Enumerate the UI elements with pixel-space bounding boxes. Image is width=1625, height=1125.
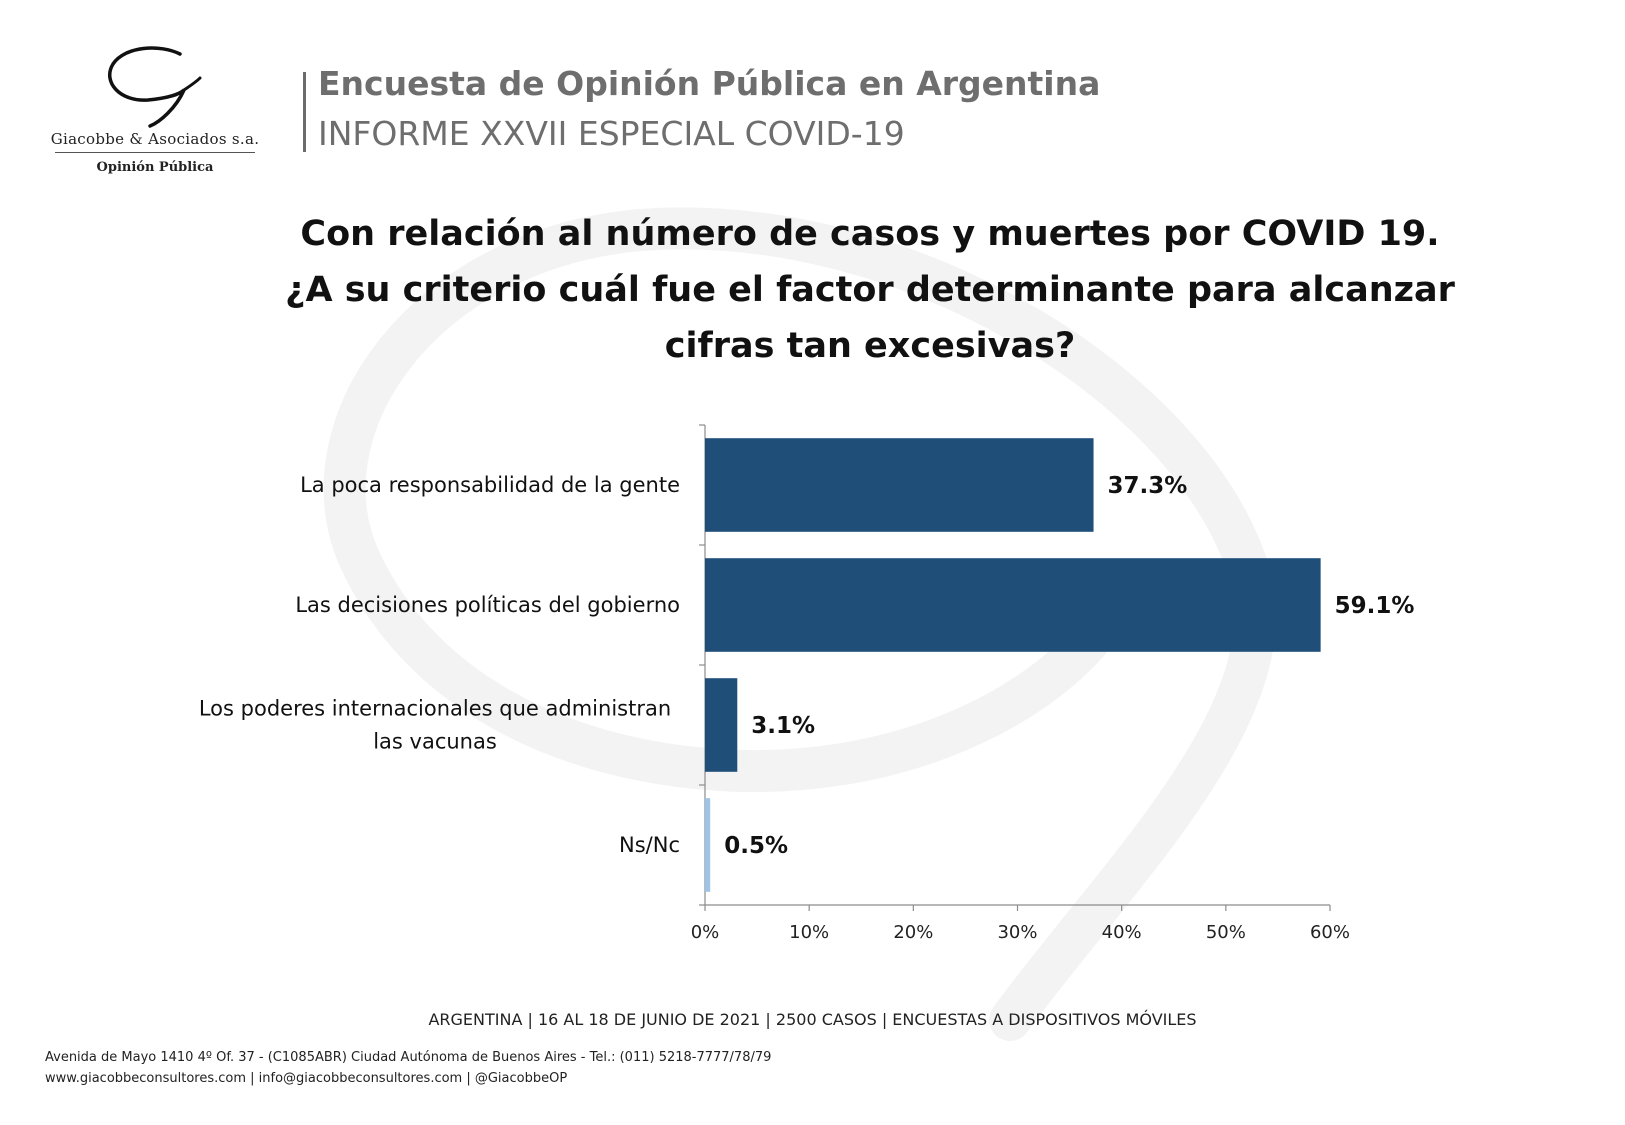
bar (705, 678, 738, 772)
question-line-3: cifras tan excesivas? (664, 326, 1076, 366)
category-label: Ns/Nc (619, 833, 680, 857)
report-subtitle: INFORME XXVII ESPECIAL COVID-19 (318, 114, 905, 153)
logo-name: Giacobbe & Asociados s.a. (50, 130, 260, 148)
x-tick-label: 20% (893, 922, 933, 943)
bar (705, 798, 711, 892)
category-label: La poca responsabilidad de la gente (300, 473, 680, 497)
data-label: 59.1% (1335, 593, 1415, 619)
logo-divider (55, 152, 255, 153)
category-label: Los poderes internacionales que administ… (199, 697, 671, 721)
contact-address: Avenida de Mayo 1410 4º Of. 37 - (C1085A… (45, 1050, 772, 1065)
x-tick-label: 10% (789, 922, 829, 943)
x-tick-label: 50% (1206, 922, 1246, 943)
report-title: Encuesta de Opinión Pública en Argentina (318, 64, 1101, 103)
survey-info: ARGENTINA | 16 AL 18 DE JUNIO DE 2021 | … (428, 1010, 1197, 1029)
category-label: las vacunas (373, 730, 497, 754)
question-line-2: ¿A su criterio cuál fue el factor determ… (285, 270, 1455, 310)
data-label: 0.5% (724, 833, 788, 859)
x-tick-label: 60% (1310, 922, 1350, 943)
x-tick-label: 40% (1102, 922, 1142, 943)
bar (705, 438, 1094, 532)
bar (705, 558, 1321, 652)
logo-subtitle: Opinión Pública (96, 160, 214, 175)
header-divider (303, 72, 306, 152)
question-line-1: Con relación al número de casos y muerte… (300, 214, 1440, 254)
company-logo: Giacobbe & Asociados s.a. Opinión Públic… (50, 42, 260, 182)
data-label: 3.1% (751, 713, 815, 739)
x-tick-label: 30% (997, 922, 1037, 943)
x-tick-label: 0% (691, 922, 720, 943)
logo-mark-icon (108, 46, 202, 128)
chart-question: Con relación al número de casos y muerte… (250, 206, 1490, 374)
data-label: 37.3% (1108, 473, 1188, 499)
contact-links: www.giacobbeconsultores.com | info@giaco… (45, 1071, 568, 1086)
category-label: Las decisiones políticas del gobierno (295, 593, 680, 617)
